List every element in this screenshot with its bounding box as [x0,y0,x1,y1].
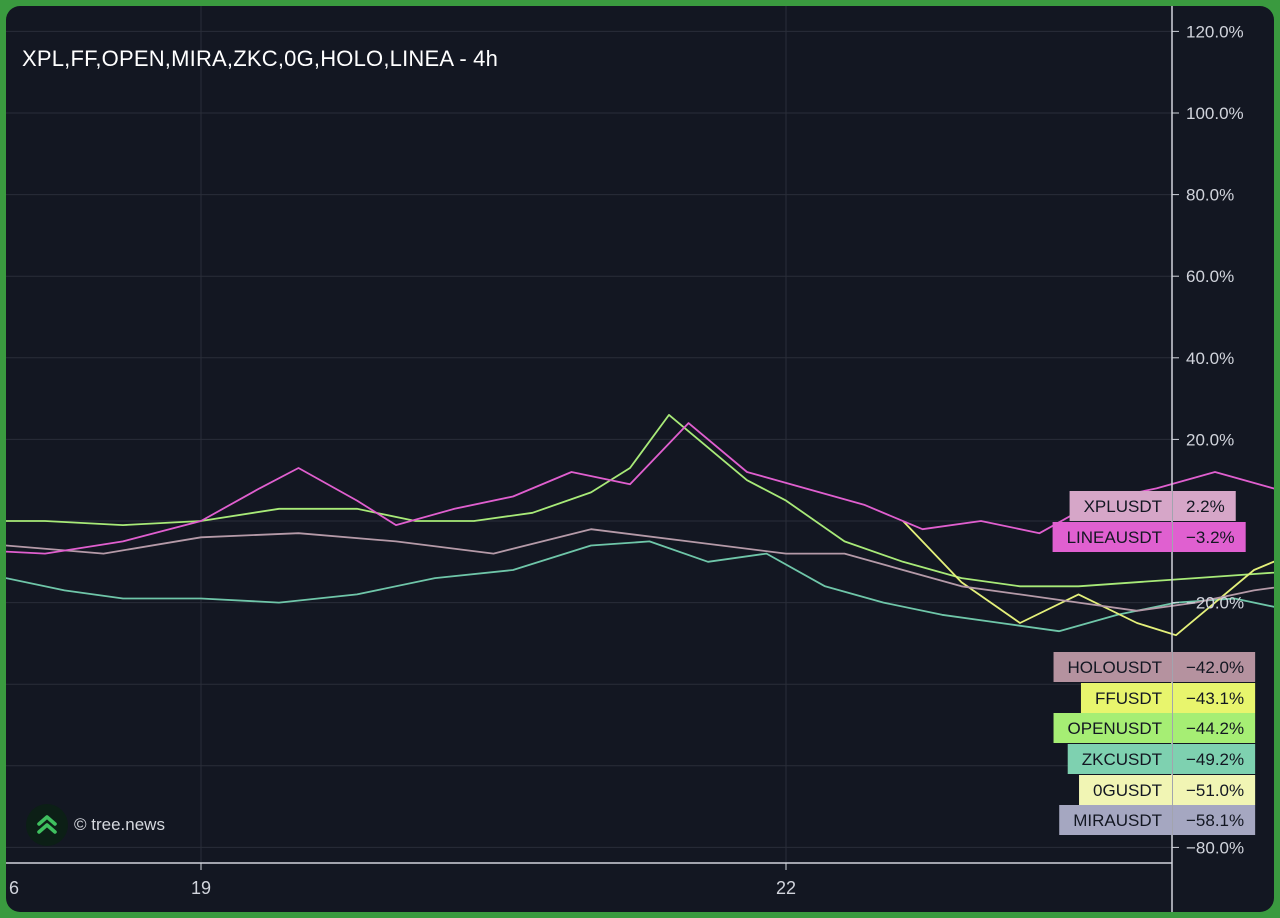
chart-title: XPL,FF,OPEN,MIRA,ZKC,0G,HOLO,LINEA - 4h [22,46,499,71]
watermark-text: © tree.news [74,815,165,834]
axes [6,6,1173,912]
series-name: LINEAUSDT [1067,528,1162,547]
x-tick-label: 19 [191,878,211,898]
series-label-0gusdt: 0GUSDT −51.0% [1079,775,1256,805]
series-line-holousdt [6,528,1274,612]
series-name: 0GUSDT [1093,781,1162,800]
x-tick-label: 22 [776,878,796,898]
series-value-box [1173,775,1256,805]
series-labels: XPLUSDT 2.2% LINEAUSDT −3.2% HOLOUSDT −42.0% F… [1052,491,1256,835]
series-last-value: −3.2% [1186,528,1235,547]
line-chart: 120.0% 100.0% 80.0% 60.0% 40.0% 20.0% −20.0% −8… [6,6,1274,912]
series-last-value: −58.1% [1186,811,1244,830]
series-name-box [1079,775,1172,805]
series-name: FFUSDT [1095,689,1162,708]
series-name-box [1052,522,1172,552]
watermark: © tree.news [26,804,165,846]
y-tick-label: 100.0% [1186,104,1244,123]
series-lines [6,413,1274,637]
y-tick-label: −80.0% [1186,838,1244,857]
x-tick-label: 6 [9,878,19,898]
series-value-box [1173,522,1246,552]
series-line-openusdt [6,413,1274,588]
y-tick-label: 80.0% [1186,186,1234,205]
series-label-zkcusdt: ZKCUSDT −49.2% [1067,744,1256,774]
grid [6,6,1172,863]
y-tick-label: 40.0% [1186,349,1234,368]
series-line-zkcusdt [6,540,1274,633]
series-last-value: −42.0% [1186,658,1244,677]
series-line-lineausdt [6,422,1274,555]
series-line-ffusdt [902,520,1274,637]
series-last-value: −49.2% [1186,750,1244,769]
series-name: MIRAUSDT [1073,811,1162,830]
y-tick-label: 60.0% [1186,267,1234,286]
series-label-lineausdt: LINEAUSDT −3.2% [1052,522,1246,552]
series-value-box [1173,713,1256,743]
y-tick-label: −20.0% [1186,594,1244,613]
series-last-value: 2.2% [1186,497,1225,516]
series-name: XPLUSDT [1084,497,1162,516]
series-last-value: −51.0% [1186,781,1244,800]
y-tick-label: 120.0% [1186,22,1244,41]
series-last-value: −43.1% [1186,689,1244,708]
series-value-box [1173,744,1256,774]
series-label-mirausdt: MIRAUSDT −58.1% [1059,805,1256,835]
series-name: ZKCUSDT [1082,750,1162,769]
series-name-box [1053,652,1172,682]
series-value-box [1173,683,1256,713]
series-label-ffusdt: FFUSDT −43.1% [1080,683,1256,713]
series-name-box [1067,744,1172,774]
series-value-box [1173,805,1256,835]
series-name: HOLOUSDT [1068,658,1162,677]
y-tick-label: 20.0% [1186,430,1234,449]
y-tick-labels: 120.0% 100.0% 80.0% 60.0% 40.0% 20.0% −20.0% −8… [1172,22,1244,857]
series-name-box [1059,805,1172,835]
chart-frame: 120.0% 100.0% 80.0% 60.0% 40.0% 20.0% −20.0% −8… [6,6,1274,912]
series-name-box [1069,491,1172,521]
x-tick-labels: 619222528Oct [9,863,796,898]
series-last-value: −44.2% [1186,719,1244,738]
series-name-box [1053,713,1172,743]
series-label-holousdt: HOLOUSDT −42.0% [1053,652,1256,682]
tree-news-logo-icon [26,804,68,846]
series-label-xplusdt: XPLUSDT 2.2% [1069,491,1236,521]
series-value-box [1173,652,1256,682]
series-name-box [1080,683,1172,713]
series-value-box [1173,491,1236,521]
series-label-openusdt: OPENUSDT −44.2% [1053,713,1256,743]
series-name: OPENUSDT [1068,719,1162,738]
